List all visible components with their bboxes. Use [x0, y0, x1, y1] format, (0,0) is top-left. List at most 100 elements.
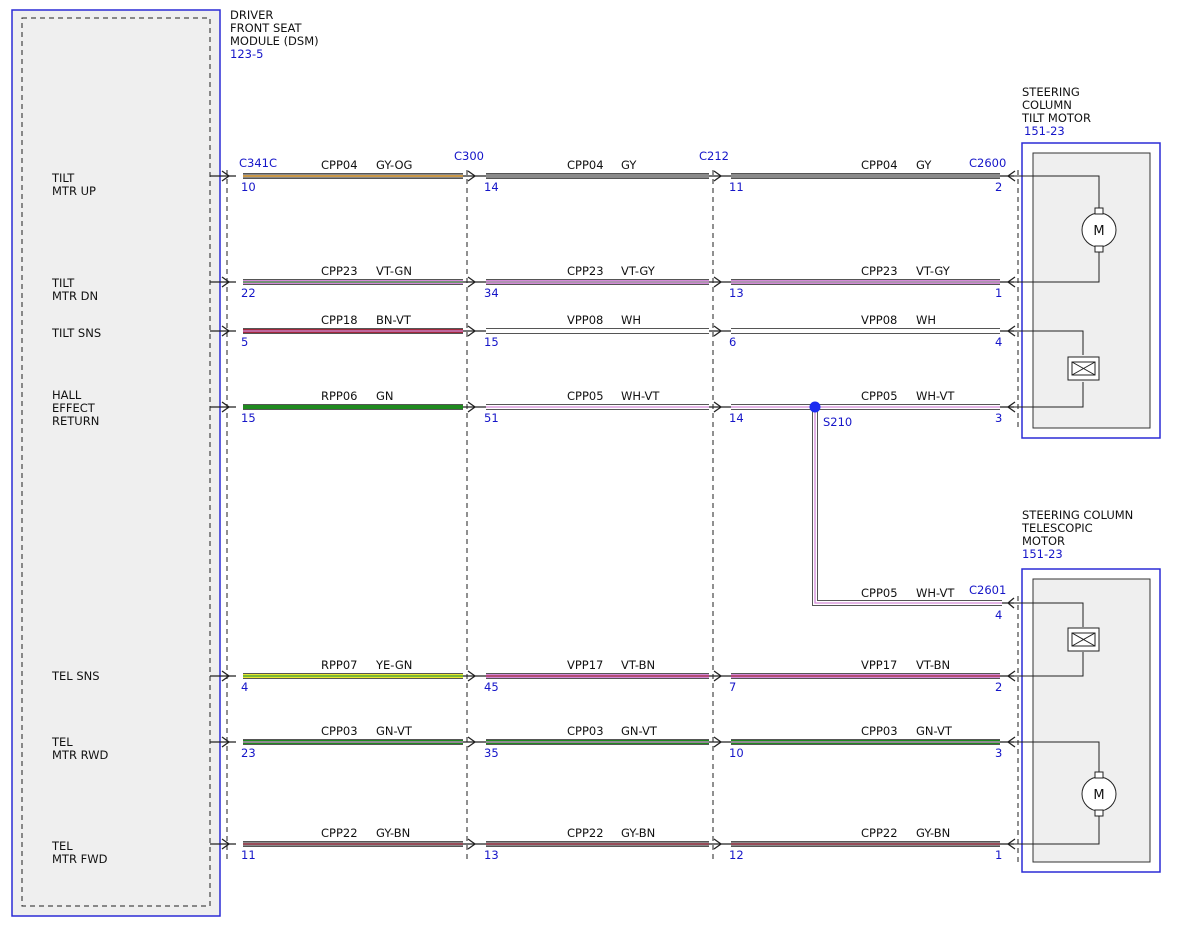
tilt-title-line-3: TILT MOTOR — [1021, 111, 1091, 125]
tilt-mtr-dn-circuit-1: CPP23 — [321, 264, 358, 278]
hall-effect-return-color-2: WH-VT — [621, 389, 660, 403]
hall-effect-return-label-line-3: RETURN — [52, 414, 99, 428]
tele-motor-title: STEERING COLUMN TELESCOPIC MOTOR 151-23 — [1021, 508, 1133, 561]
tilt-sns-pin-2: 15 — [484, 335, 499, 349]
tilt-sns-end-pin: 4 — [995, 335, 1002, 349]
tilt-mtr-up-color-2: GY — [621, 158, 637, 172]
dsm-title-line-3: MODULE (DSM) — [230, 34, 319, 48]
tel-mtr-rwd-pin-3: 10 — [729, 746, 744, 760]
tilt-sns-color-3: WH — [916, 313, 936, 327]
tel-sns-color-1: YE-GN — [375, 658, 412, 672]
hall-effect-return-circuit-1: RPP06 — [321, 389, 358, 403]
tel-mtr-fwd-circuit-1: CPP22 — [321, 826, 358, 840]
tilt-mtr-dn-pin-3: 13 — [729, 286, 744, 300]
tel-sns-color-3: VT-BN — [916, 658, 950, 672]
splice-s210-dot — [809, 401, 821, 413]
tilt-mtr-dn-circuit-3: CPP23 — [861, 264, 898, 278]
tel-mtr-fwd-label-line-1: TEL — [51, 839, 73, 853]
tilt-mtr-up-pin-3: 11 — [729, 180, 744, 194]
tilt-mtr-dn-pin-2: 34 — [484, 286, 499, 300]
connector-c2601-label: C2601 — [969, 583, 1006, 597]
tel-mtr-fwd-end-pin: 1 — [995, 848, 1002, 862]
tel-mtr-rwd-color-1: GN-VT — [376, 724, 413, 738]
hall-effect-return-label-line-1: HALL — [52, 388, 82, 402]
tel-mtr-fwd-pin-2: 13 — [484, 848, 499, 862]
tilt-mtr-up-c341c-arrow-icon — [221, 170, 231, 182]
connector-c341c-label: C341C — [239, 156, 277, 170]
tilt-ref: 151-23 — [1024, 124, 1065, 138]
svg-text:FRONT SEAT: FRONT SEAT — [230, 21, 302, 35]
hall-effect-return-color-1: GN — [376, 389, 394, 403]
tel-mtr-rwd-circuit-2: CPP03 — [567, 724, 604, 738]
tele-title-line-1: STEERING COLUMN — [1022, 508, 1133, 522]
tilt-sns-c341c-arrow-icon — [221, 325, 231, 337]
tel-mtr-rwd-label-line-1: TEL — [51, 735, 73, 749]
tilt-sns-circuit-3: VPP08 — [861, 313, 897, 327]
hall-effect-return-label-line-2: EFFECT — [52, 401, 96, 415]
tilt-mtr-up-label-line-2: MTR UP — [52, 184, 96, 198]
tel-mtr-fwd-end-arrow-icon — [1006, 838, 1016, 850]
hall-effect-return-end-pin: 3 — [995, 411, 1002, 425]
tel-sns-circuit-3: VPP17 — [861, 658, 897, 672]
tel-mtr-fwd-label-line-2: MTR FWD — [52, 852, 108, 866]
tele-motor-symbol: M — [1093, 788, 1104, 803]
splice-branch-circuit: CPP05 — [861, 586, 898, 600]
tilt-mtr-up-pin-2: 14 — [484, 180, 499, 194]
hall-effect-return-pin-3: 14 — [729, 411, 744, 425]
tilt-sns-pin-1: 5 — [241, 335, 248, 349]
connector-c300-label: C300 — [454, 149, 484, 163]
tilt-mtr-dn-label-line-1: TILT — [51, 276, 75, 290]
tilt-sns-label-line-1: TILT SNS — [51, 326, 101, 340]
tilt-mtr-dn-end-arrow-icon — [1006, 276, 1016, 288]
splice-s210-label: S210 — [823, 415, 852, 429]
tilt-motor-title: STEERING COLUMN TILT MOTOR 151-23 — [1021, 85, 1091, 138]
hall-effect-return-circuit-3: CPP05 — [861, 389, 898, 403]
tel-sns-end-pin: 2 — [995, 680, 1002, 694]
dsm-title-line-1: DRIVER — [230, 8, 273, 22]
tele-title-line-3: MOTOR — [1022, 534, 1065, 548]
tel-mtr-fwd-c341c-arrow-icon — [221, 838, 231, 850]
tele-ref: 151-23 — [1022, 547, 1063, 561]
tilt-mtr-up-color-1: GY-OG — [376, 158, 412, 172]
tilt-mtr-up-end-arrow-icon — [1006, 170, 1016, 182]
tilt-mtr-up-circuit-3: CPP04 — [861, 158, 898, 172]
tel-mtr-fwd-circuit-2: CPP22 — [567, 826, 604, 840]
dsm-module-outline — [11, 9, 221, 917]
tilt-mtr-dn-c341c-arrow-icon — [221, 276, 231, 288]
tilt-mtr-dn-color-3: VT-GY — [916, 264, 951, 278]
tel-sns-end-arrow-icon — [1006, 670, 1016, 682]
tel-sns-circuit-1: RPP07 — [321, 658, 358, 672]
tilt-motor-body — [1032, 152, 1151, 429]
tilt-sns-color-1: BN-VT — [376, 313, 412, 327]
tilt-mtr-up-label-line-1: TILT — [51, 171, 75, 185]
tele-motor-internal — [1014, 602, 1117, 845]
splice-branch: S210 CPP05 WH-VT 4 — [809, 401, 1015, 622]
tilt-mtr-up-end-pin: 2 — [995, 180, 1002, 194]
tele-motor-body — [1032, 578, 1151, 863]
tel-mtr-fwd-pin-1: 11 — [241, 848, 256, 862]
tel-sns-pin-3: 7 — [729, 680, 736, 694]
hall-effect-return-circuit-2: CPP05 — [567, 389, 604, 403]
tele-title-line-2: TELESCOPIC — [1021, 521, 1093, 535]
tilt-mtr-up-circuit-2: CPP04 — [567, 158, 604, 172]
tilt-sns-color-2: WH — [621, 313, 641, 327]
tilt-mtr-up-color-3: GY — [916, 158, 932, 172]
tel-mtr-rwd-end-pin: 3 — [995, 746, 1002, 760]
hall-effect-return-end-arrow-icon — [1006, 401, 1016, 413]
dsm-ref: 123-5 — [230, 47, 263, 61]
c2601-branch-terminal-icon — [1002, 597, 1015, 609]
tel-mtr-fwd-circuit-3: CPP22 — [861, 826, 898, 840]
tel-mtr-rwd-end-arrow-icon — [1006, 736, 1016, 748]
tel-mtr-rwd-circuit-3: CPP03 — [861, 724, 898, 738]
tilt-mtr-dn-color-1: VT-GN — [376, 264, 412, 278]
tel-mtr-rwd-pin-1: 23 — [241, 746, 256, 760]
tel-mtr-rwd-c341c-arrow-icon — [221, 736, 231, 748]
tel-mtr-rwd-color-3: GN-VT — [916, 724, 953, 738]
tel-mtr-fwd-pin-3: 12 — [729, 848, 744, 862]
dsm-module-inner-dashed — [21, 17, 211, 907]
dsm-title-line-2: FRONT SEAT — [230, 21, 302, 35]
tilt-sns-pin-3: 6 — [729, 335, 736, 349]
tel-sns-pin-2: 45 — [484, 680, 499, 694]
connector-c2600-label: C2600 — [969, 156, 1006, 170]
